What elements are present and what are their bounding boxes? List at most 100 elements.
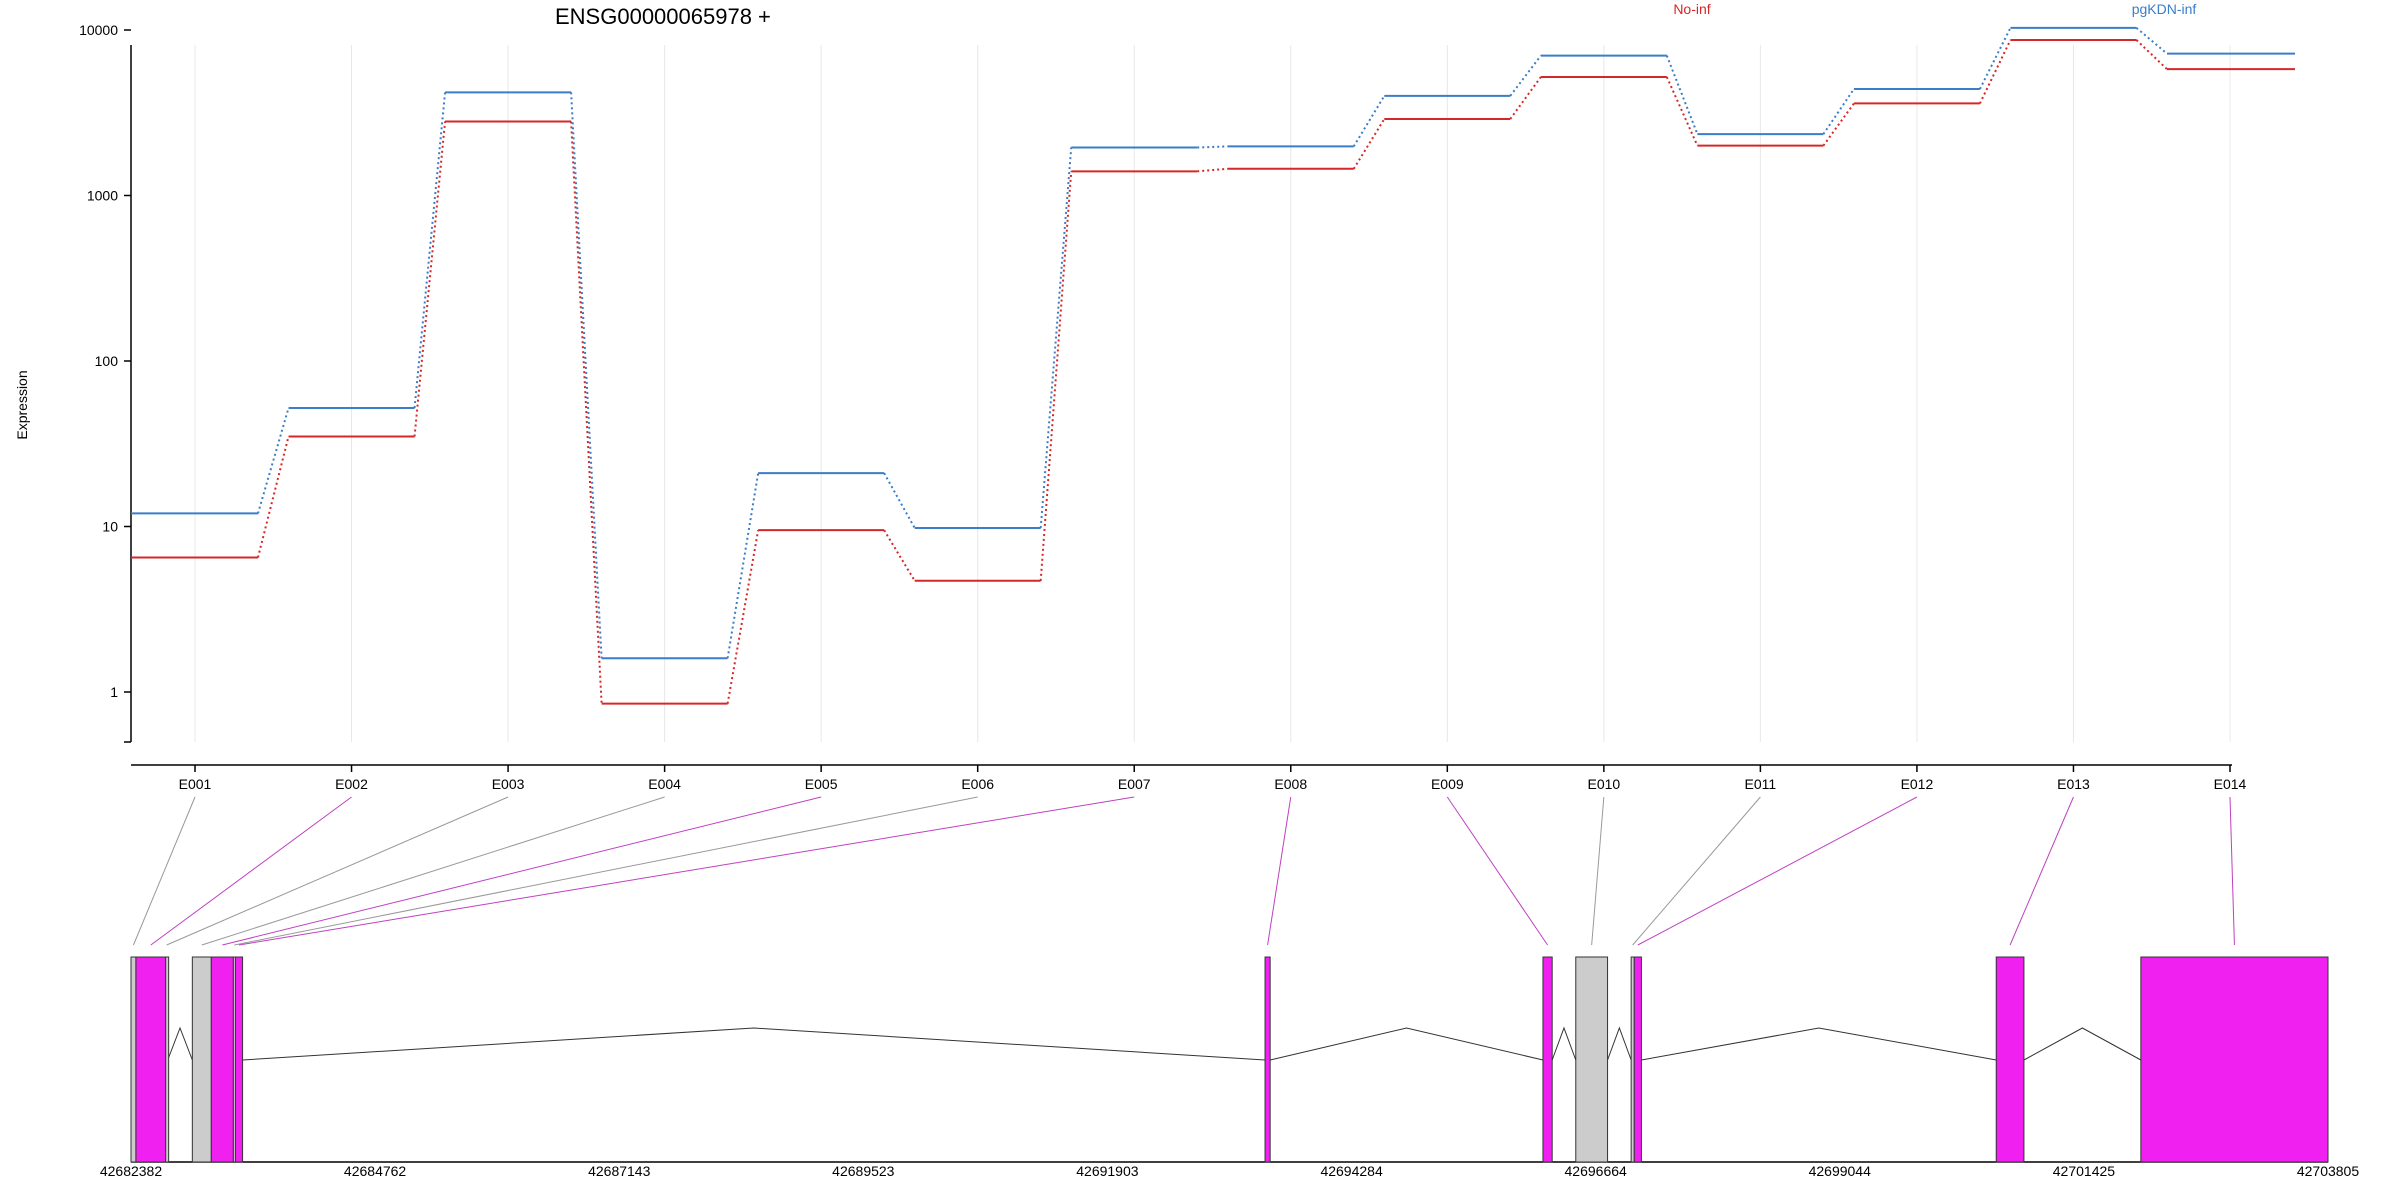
exon-box-E012 [1633,956,1642,1163]
gridlines [194,45,2231,742]
y-tick-label: 10 [102,519,118,535]
exon-box-E007 [234,956,244,1163]
intron-line [1641,1027,1997,1061]
series-transition-E006 [1039,171,1073,581]
y-axis-label: Expression [14,370,30,439]
connector-E009 [1446,796,1548,946]
exon-connectors [132,796,2235,946]
intron-line [242,1027,1266,1061]
connector-E012 [1637,796,1918,946]
x-tick-label-E012: E012 [1901,776,1934,792]
series-transition-E006 [1039,147,1073,529]
intron-line [1551,1026,1577,1061]
series-lines [131,26,2295,705]
y-axis: 1 10 100 1000 10000 [79,22,132,743]
genomic-tick-label: 42703805 [2297,1163,2360,1179]
x-tick-label-E010: E010 [1587,776,1620,792]
series-transition-E003 [570,121,603,704]
exon-box-E003 [165,956,170,1163]
connector-E008 [1267,796,1292,946]
connector-E007 [238,796,1135,946]
series-transition-E012 [1979,39,2012,104]
series-no-inf [131,39,2295,705]
genomic-tick-label: 42691903 [1076,1163,1139,1179]
series-transition-E003 [570,92,603,659]
connector-E013 [2009,796,2074,946]
intron-line [1270,1027,1544,1061]
intron-line [167,1026,193,1061]
connector-E010 [1591,796,1605,946]
series-pgkdn-inf [131,26,2295,660]
y-tick-label: 10000 [79,22,118,38]
x-tick-label-E007: E007 [1118,776,1151,792]
connector-E011 [1632,796,1761,946]
intron-line [2023,1027,2142,1061]
series-transition-E013 [2135,39,2168,70]
genomic-tick-label: 42687143 [588,1163,651,1179]
exon-box-E002 [135,956,167,1163]
x-tick-label-E013: E013 [2057,776,2090,792]
genomic-tick-label: 42684762 [344,1163,407,1179]
series-transition-E007 [1197,145,1228,149]
genomic-tick-label: 42701425 [2053,1163,2116,1179]
y-tick-label: 1000 [87,188,118,204]
series-transition-E005 [883,529,916,582]
series-transition-E011 [1822,88,1855,135]
series-transition-E008 [1352,95,1386,147]
x-tick-label-E008: E008 [1274,776,1307,792]
series-transition-E009 [1509,55,1542,97]
x-tick-label-E002: E002 [335,776,368,792]
genomic-tick-label: 42689523 [832,1163,895,1179]
series-transition-E001 [257,407,290,514]
genomic-tick-label: 42682382 [100,1163,163,1179]
x-tick-label-E001: E001 [179,776,212,792]
exon-box-E001 [130,956,137,1163]
exon-box-E004 [191,956,212,1163]
connector-E001 [132,796,196,946]
exon-box-E009 [1542,956,1553,1163]
series-transition-E013 [2135,27,2168,55]
exon-box-E005 [210,956,234,1163]
connector-E002 [150,796,352,946]
chart-title: ENSG00000065978 + [555,4,771,29]
series-transition-E004 [726,473,760,659]
genomic-tick-label: 42694284 [1320,1163,1383,1179]
x-axis: E001 E002 E003 E004 E005 E006 E007 E008 E009 E010… [131,764,2247,792]
x-tick-label-E003: E003 [492,776,525,792]
x-tick-label-E004: E004 [648,776,681,792]
genomic-tick-label: 42699044 [1809,1163,1872,1179]
series-transition-E004 [726,530,760,704]
series-transition-E010 [1665,76,1699,147]
exon-box-E013 [1995,956,2025,1163]
exon-box-E014 [2140,956,2329,1163]
series-transition-E012 [1979,27,2012,90]
genomic-tick-label: 42696664 [1565,1163,1628,1179]
legend-no-inf: No-inf [1673,1,1710,17]
connector-E014 [2229,796,2235,946]
series-transition-E002 [413,121,447,437]
series-transition-E010 [1665,55,1699,135]
x-tick-label-E005: E005 [805,776,838,792]
exon-box-E008 [1264,956,1271,1163]
connector-E005 [222,796,822,946]
series-transition-E008 [1352,118,1386,170]
series-transition-E009 [1509,76,1542,120]
legend-pgkdn-inf: pgKDN-inf [2132,1,2197,17]
connector-E003 [166,796,509,946]
x-tick-label-E006: E006 [961,776,994,792]
x-tick-label-E014: E014 [2214,776,2247,792]
series-transition-E002 [413,92,447,409]
y-tick-label: 100 [95,353,119,369]
connector-E006 [234,796,978,946]
series-transition-E001 [257,436,290,558]
series-transition-E005 [883,472,916,529]
x-tick-label-E009: E009 [1431,776,1464,792]
y-tick-label: 1 [110,684,118,700]
series-transition-E007 [1197,167,1228,173]
connector-E004 [201,796,665,946]
series-transition-E011 [1822,102,1855,147]
exon-box-E010 [1575,956,1609,1163]
x-tick-label-E011: E011 [1745,776,1777,792]
gene-model: 42682382 42684762 42687143 42689523 42691903… [100,956,2360,1179]
